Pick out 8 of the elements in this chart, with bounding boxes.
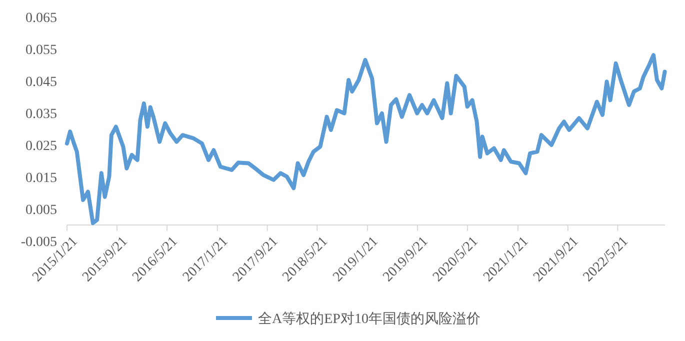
y-tick-label: 0.045: [26, 74, 57, 90]
y-tick-label: 0.065: [26, 10, 57, 26]
y-tick-label: 0.055: [26, 42, 57, 58]
legend-label: 全A等权的EP对10年国债的风险溢价: [258, 310, 480, 327]
y-tick-label: 0.015: [26, 170, 57, 186]
y-tick-label: 0.025: [26, 138, 57, 154]
y-tick-label: 0.035: [26, 106, 57, 122]
y-tick-label: 0.005: [26, 202, 57, 218]
